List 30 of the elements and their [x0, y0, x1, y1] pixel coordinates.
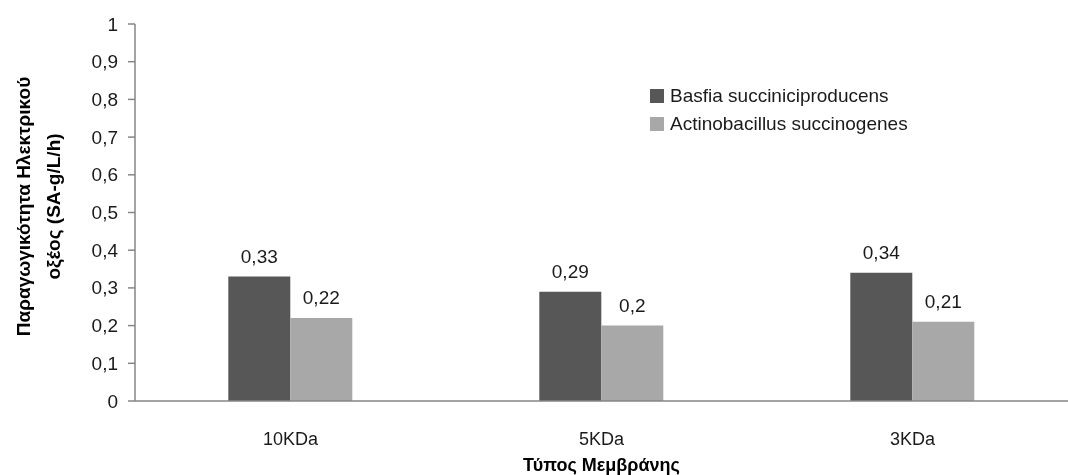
data-label: 0,29 [551, 260, 589, 282]
bar [850, 272, 913, 401]
y-tick-label: 0,9 [91, 51, 118, 73]
data-label: 0,22 [302, 287, 340, 309]
bar [912, 321, 975, 401]
y-tick-label: 0,7 [91, 126, 118, 148]
y-tick-label: 0,3 [91, 277, 118, 299]
x-tick-label: 5KDa [578, 429, 625, 449]
x-axis-title: Τύπος Μεμβράνης [523, 455, 680, 475]
bar [228, 276, 291, 401]
bar [601, 325, 664, 401]
data-label: 0,34 [862, 241, 901, 263]
y-tick-label: 0,4 [91, 239, 119, 261]
y-tick-label: 1 [107, 13, 118, 35]
y-tick-label: 0,5 [91, 202, 118, 223]
y-tick-label: 0,2 [91, 315, 118, 337]
data-label: 0,2 [619, 294, 646, 316]
data-label: 0,33 [240, 245, 278, 267]
y-tick-label: 0 [107, 390, 118, 412]
legend-label: Actinobacillus succinogenes [670, 112, 908, 136]
bar [290, 318, 353, 401]
y-tick-label: 0,6 [91, 164, 118, 186]
bar [539, 291, 602, 401]
y-tick-label: 0,1 [91, 352, 118, 374]
y-tick-label: 0,8 [91, 88, 118, 110]
data-label: 0,21 [924, 290, 962, 312]
x-tick-label: 3KDa [889, 429, 936, 449]
x-tick-label: 10KDa [262, 429, 319, 449]
legend-label: Basfia succiniciproducens [670, 84, 889, 108]
y-axis-title: Παραγωγικότητα Ηλεκτρικού οξέος (SA-g/L/h) [13, 76, 65, 337]
